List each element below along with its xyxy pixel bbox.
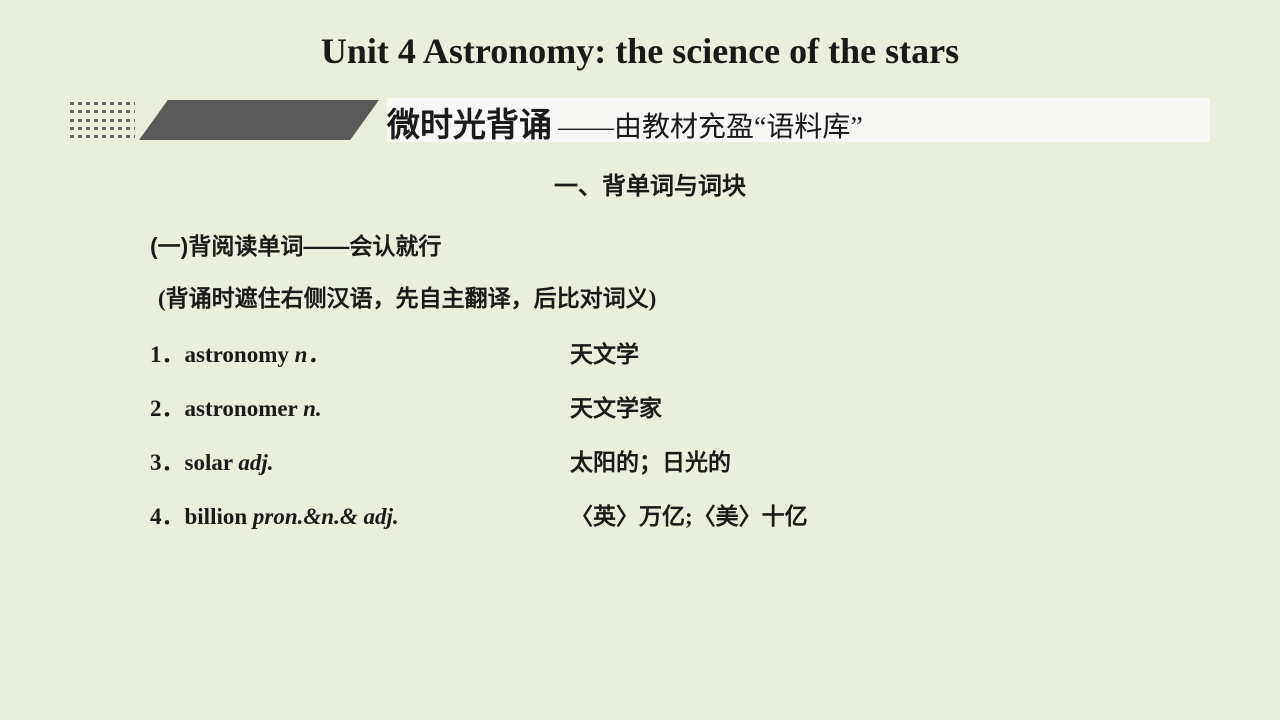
dash-pattern-icon xyxy=(70,102,135,138)
vocab-row: 2．astronomer n.天文学家 xyxy=(150,389,1150,423)
section-banner: 微时光背诵 —— 由教材充盈“语料库” xyxy=(70,98,1210,142)
vocab-row: 1．astronomy n．天文学 xyxy=(150,335,1150,369)
slide: Unit 4 Astronomy: the science of the sta… xyxy=(0,0,1280,720)
vocab-term: 3．solar adj. xyxy=(150,443,570,477)
vocab-term: 4．billion pron.&n.& adj. xyxy=(150,497,570,531)
vocab-row: 4．billion pron.&n.& adj.〈英〉万亿;〈美〉十亿 xyxy=(150,497,1150,531)
section-heading: 一、背单词与词块 xyxy=(150,166,1150,201)
vocab-term: 2．astronomer n. xyxy=(150,389,570,423)
vocab-term: 1．astronomy n． xyxy=(150,335,570,369)
vocab-translation: 太阳的；日光的 xyxy=(570,443,731,477)
vocab-translation: 天文学 xyxy=(570,335,639,369)
content-area: 一、背单词与词块 (一)背阅读单词——会认就行 (背诵时遮住右侧汉语，先自主翻译… xyxy=(50,166,1230,531)
vocab-translation: 〈英〉万亿;〈美〉十亿 xyxy=(570,497,808,531)
banner-slant-shape xyxy=(139,100,379,140)
vocab-row: 3．solar adj.太阳的；日光的 xyxy=(150,443,1150,477)
vocab-list: 1．astronomy n．天文学2．astronomer n.天文学家3．so… xyxy=(150,335,1150,531)
instruction-note: (背诵时遮住右侧汉语，先自主翻译，后比对词义) xyxy=(150,279,1150,313)
sub-heading: (一)背阅读单词——会认就行 xyxy=(150,227,1150,261)
banner-text-area: 微时光背诵 —— 由教材充盈“语料库” xyxy=(387,98,1210,142)
banner-dash: —— xyxy=(558,112,614,144)
banner-sub-text: 由教材充盈“语料库” xyxy=(614,105,863,145)
banner-main-text: 微时光背诵 xyxy=(387,98,552,146)
vocab-translation: 天文学家 xyxy=(570,389,662,423)
unit-title: Unit 4 Astronomy: the science of the sta… xyxy=(50,30,1230,72)
